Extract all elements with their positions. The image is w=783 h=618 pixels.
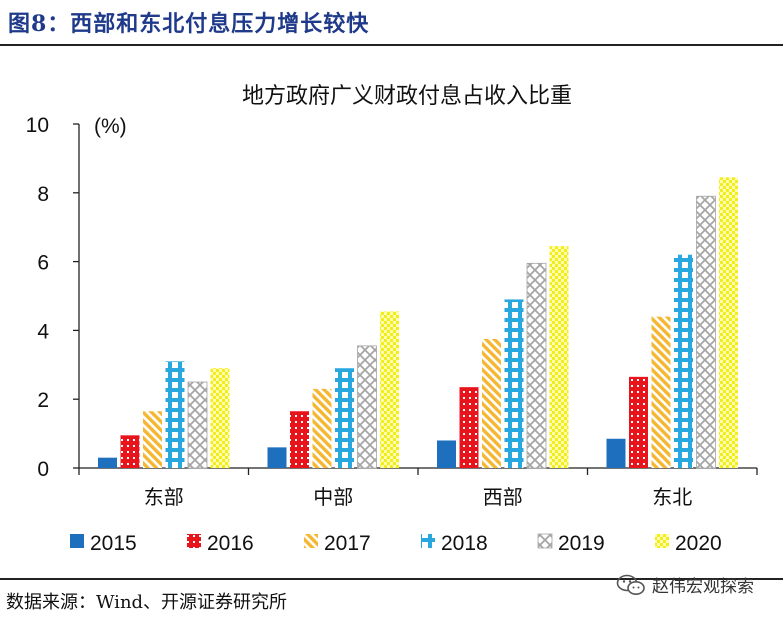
bar-2015-2 bbox=[437, 440, 456, 468]
bottom-rule bbox=[0, 578, 783, 580]
y-tick-label: 2 bbox=[37, 389, 49, 412]
figure-title: 图8：西部和东北付息压力增长较快 bbox=[8, 11, 370, 37]
legend-swatch-2016 bbox=[187, 534, 201, 548]
legend-swatch-2019 bbox=[537, 533, 553, 549]
bar-2019-0 bbox=[187, 381, 208, 469]
bar-2019-3 bbox=[696, 195, 716, 469]
legend-label: 2017 bbox=[324, 532, 371, 555]
legend-label: 2016 bbox=[207, 532, 254, 555]
legend-label: 2019 bbox=[558, 532, 605, 555]
bar-2017-2 bbox=[482, 339, 501, 468]
watermark: 赵伟宏观探索 bbox=[616, 572, 754, 597]
bar-2018-0 bbox=[165, 361, 185, 468]
y-tick-label: 10 bbox=[26, 114, 49, 137]
top-rule bbox=[0, 44, 783, 46]
bar-2016-2 bbox=[459, 387, 479, 468]
y-tick-label: 4 bbox=[37, 320, 49, 343]
y-tick-label: 8 bbox=[37, 183, 49, 206]
legend-label: 2015 bbox=[90, 532, 137, 555]
y-unit-label: (%) bbox=[94, 115, 127, 138]
bar-2015-3 bbox=[606, 438, 626, 468]
bar-2018-3 bbox=[674, 254, 693, 468]
bar-2020-1 bbox=[380, 311, 399, 468]
bar-2020-0 bbox=[210, 368, 230, 468]
legend-swatch-2017 bbox=[304, 534, 318, 548]
bar-2020-3 bbox=[719, 177, 738, 468]
bar-2018-1 bbox=[335, 368, 354, 468]
bar-2020-2 bbox=[549, 246, 569, 468]
bar-2017-0 bbox=[143, 411, 162, 468]
x-tick-label: 东北 bbox=[652, 485, 692, 509]
x-tick-labels: 东部 中部 西部 东北 bbox=[144, 485, 693, 509]
legend-label: 2020 bbox=[675, 532, 722, 555]
y-tick-label: 6 bbox=[37, 252, 49, 275]
x-tick-label: 东部 bbox=[144, 485, 184, 509]
wechat-icon bbox=[616, 574, 645, 595]
legend-swatch-2020 bbox=[655, 534, 669, 548]
y-tick-label: 0 bbox=[37, 458, 49, 481]
bar-2016-3 bbox=[629, 376, 648, 468]
bar-2019-2 bbox=[526, 262, 547, 469]
x-tick-label: 中部 bbox=[313, 485, 353, 509]
bar-2016-0 bbox=[120, 435, 140, 468]
watermark-text: 赵伟宏观探索 bbox=[652, 577, 754, 597]
bar-2017-3 bbox=[651, 316, 671, 468]
bar-chart: 地方政府广义财政付息占收入比重 (%) 0 2 4 6 8 10 东部 中部 西部 东北 201… bbox=[26, 84, 758, 555]
x-tick-label: 西部 bbox=[483, 485, 523, 509]
legend-swatch-2018 bbox=[421, 534, 435, 548]
legend-label: 2018 bbox=[441, 532, 488, 555]
legend-swatch-2015 bbox=[70, 534, 84, 548]
chart-title: 地方政府广义财政付息占收入比重 bbox=[242, 84, 572, 109]
bar-2016-1 bbox=[290, 411, 309, 468]
bar-2015-1 bbox=[267, 447, 287, 468]
bar-2017-1 bbox=[312, 388, 332, 468]
legend: 2015 2016 2017 2018 2019 2020 bbox=[70, 532, 722, 555]
bar-2019-1 bbox=[357, 345, 377, 469]
bar-2018-2 bbox=[504, 299, 524, 468]
bar-2015-0 bbox=[98, 457, 117, 468]
source-note: 数据来源：Wind、开源证券研究所 bbox=[6, 592, 288, 613]
bars bbox=[98, 177, 738, 469]
